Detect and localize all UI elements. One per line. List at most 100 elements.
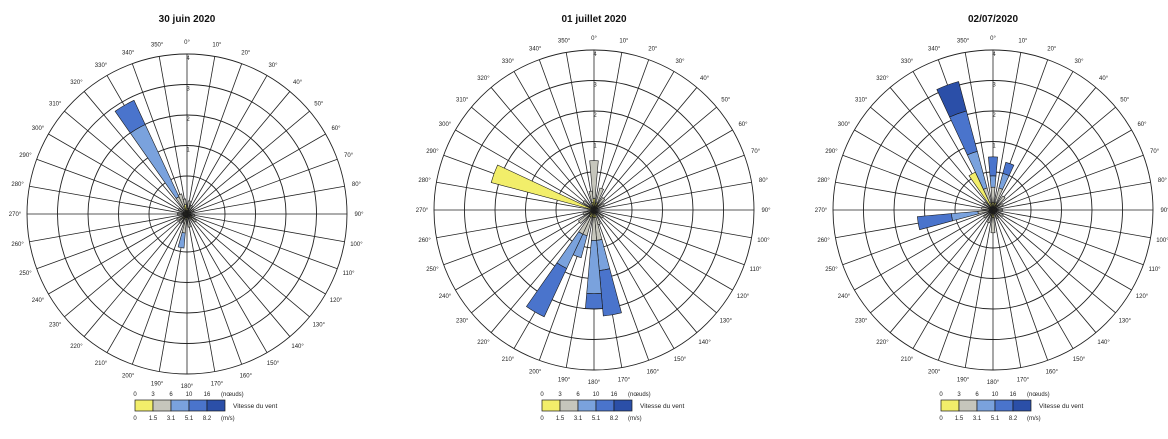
wind-sector-segment [188,205,193,212]
radial-spoke [992,106,1116,211]
ring-value-label: 1 [186,148,190,154]
direction-label: 300° [838,122,851,128]
radial-spoke [186,213,326,295]
speed-class-swatch [958,399,978,412]
direction-label: 280° [817,178,830,184]
knots-value-label: 6 [576,392,580,398]
grid-ring [433,49,755,371]
radial-spoke [870,106,994,211]
radial-spoke [870,209,994,314]
radial-spoke [854,209,994,291]
radial-spoke [83,91,188,215]
direction-label: 250° [19,271,32,277]
radial-spoke [186,75,268,215]
wind-sector-segment [989,175,997,188]
speed-class-swatch [940,399,960,412]
wind-sector-segment [189,209,195,213]
radial-spoke [593,209,650,361]
ms-value-label: 0 [540,416,544,422]
direction-label: 0° [184,40,190,46]
direction-label: 310° [855,97,868,103]
radial-spoke [471,209,595,314]
speed-class-swatch [134,399,154,412]
direction-label: 250° [825,267,838,273]
wind-sector-segment [582,210,592,216]
wind-sector-segment [589,160,599,199]
radial-spoke [186,213,268,353]
direction-label: 130° [1119,319,1132,325]
knots-value-label: 16 [204,392,211,398]
radial-spoke [593,154,745,211]
direction-label: 80° [759,178,769,184]
direction-label: 320° [70,80,83,86]
wind-rose-panel-1: 30 juin 2020 1 2 3 4 0° 10° 20° 30° 40° 50° 60° 70° 8… [0,0,389,439]
radial-spoke [186,91,291,215]
direction-label: 190° [558,377,571,383]
ring-value-label: 4 [186,56,190,62]
speed-class-swatch [994,399,1014,412]
direction-label: 40° [1099,76,1109,82]
radial-spoke [186,56,216,215]
direction-label: 260° [11,242,24,248]
ring-labels: 1 2 3 4 [593,52,597,150]
radial-spoke [992,181,1151,211]
wind-sector-segment [177,212,184,216]
wind-sector-segment [577,212,591,224]
ms-value-label: 0 [133,416,137,422]
knots-value-label: 6 [975,392,979,398]
radial-spoke [455,129,595,211]
direction-label: 200° [122,374,135,380]
wind-sector-segment [186,217,191,228]
direction-label: 280° [418,178,431,184]
speed-class-swatch [206,399,226,412]
radial-spoke [593,129,733,211]
ring-value-label: 3 [186,87,190,93]
radial-spoke [48,133,188,215]
radial-spoke [593,59,650,211]
radial-spoke [186,63,243,215]
radial-spoke [36,158,188,215]
direction-label: 140° [291,344,304,350]
wind-sector-segment [585,292,603,310]
radial-spoke [186,185,345,215]
radial-spoke [593,181,752,211]
direction-label: 10° [1018,39,1028,45]
direction-label: 330° [95,63,108,69]
wind-sector-segment [995,203,1004,209]
wind-sector-segment [177,193,186,208]
radial-spoke [131,63,188,215]
direction-label: 300° [439,122,452,128]
wind-rose-panel-2: 01 juillet 2020 1 2 3 4 0° 10° 20° 30° 40° 50° 60° 7… [400,0,789,439]
radial-spoke [106,213,188,353]
direction-label: 180° [181,384,194,390]
radial-spoke [992,209,1144,266]
radial-spoke [186,213,345,243]
ms-value-label: 0 [939,416,943,422]
grid-ring [148,175,226,253]
radial-spoke [964,52,994,211]
direction-label: 230° [49,323,62,329]
knots-unit-label: (nœuds) [1027,392,1050,398]
knots-value-label: 16 [1010,392,1017,398]
direction-label: 100° [1156,238,1168,244]
direction-label: 20° [648,46,658,52]
wind-sector-segment [582,200,591,208]
wind-sector-segment [182,216,187,224]
ms-value-label: 3.1 [574,416,583,422]
wind-sector-segment [596,211,604,219]
radial-spoke [992,209,1132,291]
knots-value-label: 6 [169,392,173,398]
ring-value-label: 2 [992,113,996,119]
wind-sector-segment [968,171,994,211]
direction-label: 170° [211,381,224,387]
wind-sector-segment [490,164,595,211]
direction-label: 220° [876,340,889,346]
wind-sector-segment [596,203,605,209]
radial-spoke [593,87,698,211]
speed-scale-legend: 0 3 6 10 16 (nœuds) Vitesse du vent 0 1.5 3.1 5.1 8… [540,392,684,422]
ms-unit-label: (m/s) [1027,416,1041,422]
radial-spoke [992,87,1097,211]
direction-label: 270° [9,212,22,218]
ms-value-label: 1.5 [149,416,158,422]
